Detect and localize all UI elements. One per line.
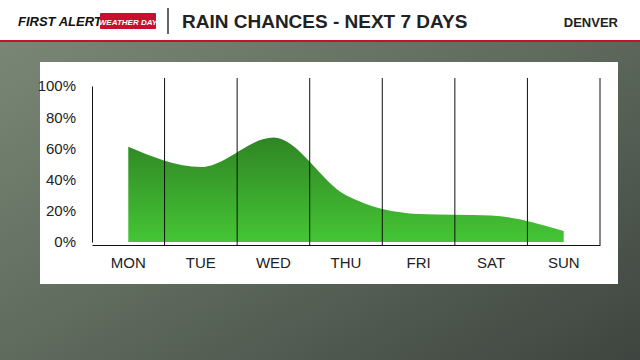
y-tick-label: 80%	[46, 109, 76, 126]
x-tick: SAT	[477, 245, 505, 271]
frame-right	[600, 78, 601, 245]
x-tick: THU	[331, 245, 362, 271]
day-separator	[237, 78, 238, 245]
x-tick: FRI	[406, 245, 430, 271]
y-tick: 0%	[54, 233, 92, 250]
x-tick: WED	[256, 245, 291, 271]
x-tick-label: SUN	[548, 254, 580, 271]
day-separator	[382, 78, 383, 245]
separators	[165, 78, 528, 245]
y-axis-line	[92, 87, 93, 243]
y-tick: 80%	[46, 109, 92, 126]
header-divider	[167, 8, 169, 34]
x-tick: MON	[111, 245, 146, 271]
y-tick-label: 20%	[46, 202, 76, 219]
x-tick-label: MON	[111, 254, 146, 271]
x-tick-label: THU	[331, 254, 362, 271]
plot-area	[92, 78, 600, 245]
y-axis: 0% 20% 40% 60% 80% 100%	[38, 77, 93, 250]
y-tick: 40%	[46, 171, 92, 188]
day-separator	[454, 78, 455, 245]
x-tick-label: FRI	[406, 254, 430, 271]
x-axis: MON TUE WED THU FRI SAT SUN	[93, 245, 601, 271]
y-tick: 100%	[38, 77, 92, 94]
x-tick: SUN	[548, 245, 580, 271]
x-tick-label: WED	[256, 254, 291, 271]
brand: FIRST ALERT	[18, 14, 103, 29]
y-tick-label: 100%	[38, 77, 76, 94]
title: RAIN CHANCES - NEXT 7 DAYS	[182, 11, 467, 32]
x-axis-line	[93, 245, 601, 246]
chart: FIRST ALERTWEATHER DAY RAIN CHANCES - NEX…	[0, 0, 640, 360]
x-tick-label: TUE	[186, 254, 216, 271]
day-separator	[527, 78, 528, 245]
badge-text: WEATHER DAY	[99, 18, 158, 27]
day-separator	[164, 78, 165, 245]
header-rule	[0, 40, 640, 42]
subtitle: DENVER	[564, 15, 619, 30]
x-tick: TUE	[186, 245, 216, 271]
marks	[128, 137, 563, 242]
day-separator	[309, 78, 310, 245]
label-panel	[40, 62, 618, 284]
x-tick-label: SAT	[477, 254, 505, 271]
background	[0, 0, 640, 360]
y-tick-label: 40%	[46, 171, 76, 188]
y-tick: 60%	[46, 140, 92, 157]
y-tick-label: 0%	[54, 233, 76, 250]
rain-area	[128, 137, 563, 242]
header-band	[0, 0, 640, 40]
y-tick: 20%	[46, 202, 92, 219]
y-tick-label: 60%	[46, 140, 76, 157]
